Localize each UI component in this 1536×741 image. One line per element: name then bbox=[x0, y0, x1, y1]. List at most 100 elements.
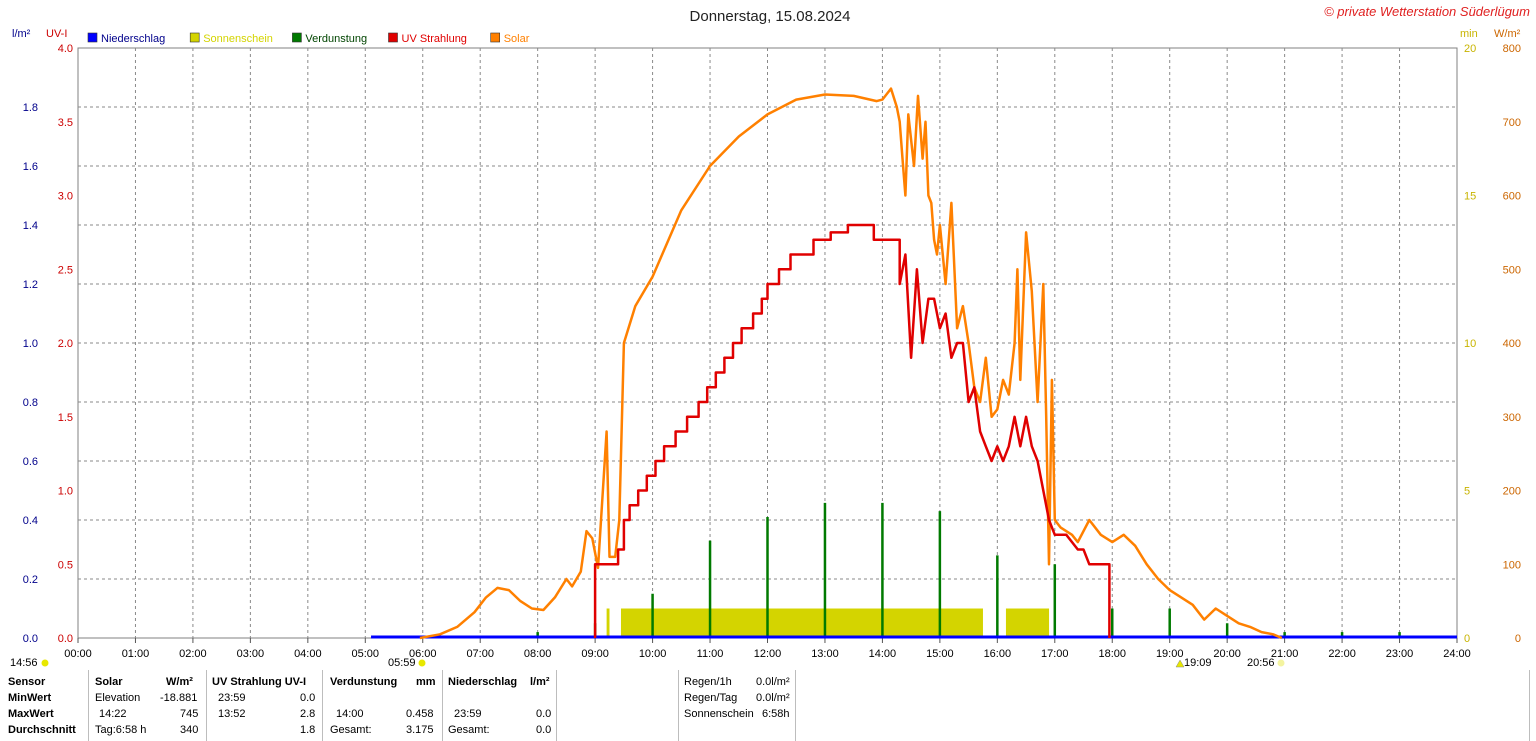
left2-tick-label: 1.5 bbox=[58, 412, 73, 424]
legend-label-uv: UV Strahlung bbox=[402, 33, 467, 45]
right1-tick-label: 20 bbox=[1464, 43, 1476, 55]
left1-tick-label: 0.8 bbox=[23, 397, 38, 409]
x-tick-label: 05:00 bbox=[352, 648, 380, 660]
x-tick-label: 17:00 bbox=[1041, 648, 1069, 660]
nied-total-label: Gesamt: bbox=[448, 724, 490, 736]
sunshine-bar bbox=[1005, 608, 1050, 638]
x-tick-label: 15:00 bbox=[926, 648, 954, 660]
uv-min-value: 0.0 bbox=[300, 692, 316, 704]
left2-tick-label: 0.5 bbox=[58, 559, 73, 571]
right2-tick-label: 0 bbox=[1515, 633, 1521, 645]
right1-unit: min bbox=[1460, 28, 1478, 40]
summary-sunshine-label: Sonnenschein bbox=[684, 708, 754, 720]
sunset-icon bbox=[1277, 659, 1285, 667]
left1-tick-label: 0.0 bbox=[23, 633, 38, 645]
weather-chart: Donnerstag, 15.08.2024 © private Wetters… bbox=[10, 4, 1530, 668]
right2-tick-label: 700 bbox=[1503, 117, 1521, 129]
x-tick-label: 12:00 bbox=[754, 648, 782, 660]
time-markers: 14:56 05:59 19:09 20:56 bbox=[10, 657, 1285, 668]
nied-unit: l/m² bbox=[530, 676, 550, 688]
x-tick-label: 00:00 bbox=[64, 648, 92, 660]
verd-header: Verdunstung bbox=[330, 676, 398, 688]
solar-header: Solar bbox=[95, 676, 123, 688]
x-tick-label: 18:00 bbox=[1098, 648, 1126, 660]
row-label-min: MinWert bbox=[8, 692, 52, 704]
x-tick-label: 04:00 bbox=[294, 648, 322, 660]
x-tick-label: 22:00 bbox=[1328, 648, 1356, 660]
sunshine-bar bbox=[606, 608, 610, 638]
legend-swatch-verdunstung bbox=[292, 32, 302, 43]
right1-tick-label: 5 bbox=[1464, 486, 1470, 498]
solar-max-value: 745 bbox=[180, 708, 199, 720]
right1-tick-label: 10 bbox=[1464, 338, 1476, 350]
solar-avg-time: Tag:6:58 h bbox=[95, 724, 147, 736]
row-label-sensor: Sensor bbox=[8, 676, 46, 688]
left1-tick-label: 0.6 bbox=[23, 456, 38, 468]
right1-tick-label: 15 bbox=[1464, 191, 1476, 203]
summary-rain-day-label: Regen/Tag bbox=[684, 692, 738, 704]
right2-tick-label: 400 bbox=[1503, 338, 1521, 350]
series-layer bbox=[371, 87, 1457, 640]
nied-max-value: 0.0 bbox=[536, 708, 552, 720]
left2-tick-label: 1.0 bbox=[58, 486, 73, 498]
x-tick-label: 16:00 bbox=[984, 648, 1012, 660]
nied-max-time: 23:59 bbox=[454, 708, 482, 720]
sunrise-icon bbox=[418, 659, 426, 667]
x-tick-label: 24:00 bbox=[1443, 648, 1471, 660]
left1-tick-label: 1.2 bbox=[23, 279, 38, 291]
sun-icon-left bbox=[41, 659, 49, 667]
x-tick-label: 01:00 bbox=[122, 648, 150, 660]
left1-tick-label: 1.4 bbox=[23, 220, 38, 232]
verd-total-value: 3.175 bbox=[406, 724, 434, 736]
copyright-text: © private Wetterstation Süderlügum bbox=[1324, 4, 1530, 19]
legend-swatch-solar bbox=[490, 32, 501, 43]
x-tick-label: 11:00 bbox=[697, 648, 724, 660]
left1-tick-label: 1.6 bbox=[23, 161, 38, 173]
legend-swatch-niederschlag bbox=[87, 32, 98, 43]
uv-max-time: 13:52 bbox=[218, 708, 246, 720]
left2-unit: UV-I bbox=[46, 28, 67, 40]
marker-uv-time: 19:09 bbox=[1184, 657, 1212, 668]
axis-ticks: 0.0 0.2 0.4 0.6 0.8 1.0 1.2 1.4 1.6 1.8 0.0 0.5 1.0 1… bbox=[23, 43, 1521, 660]
left1-tick-label: 1.0 bbox=[23, 338, 38, 350]
summary-rain-hour-value: 0.0l/m² bbox=[756, 676, 790, 688]
left2-tick-label: 4.0 bbox=[58, 43, 73, 55]
grid bbox=[77, 47, 1458, 639]
summary-rain-hour-label: Regen/1h bbox=[684, 676, 732, 688]
x-tick-label: 07:00 bbox=[466, 648, 494, 660]
right1-tick-label: 0 bbox=[1464, 633, 1470, 645]
solar-unit: W/m² bbox=[166, 676, 193, 688]
uv-line bbox=[593, 223, 1111, 638]
x-tick-label: 19:00 bbox=[1156, 648, 1184, 660]
uv-header: UV Strahlung UV-I bbox=[212, 676, 307, 688]
verd-max-value: 0.458 bbox=[406, 708, 434, 720]
right2-tick-label: 300 bbox=[1503, 412, 1521, 424]
legend-label-verdunstung: Verdunstung bbox=[305, 33, 367, 45]
moon-icon bbox=[1175, 659, 1185, 668]
right2-tick-label: 800 bbox=[1503, 43, 1521, 55]
left1-tick-label: 1.8 bbox=[23, 102, 38, 114]
x-tick-label: 14:00 bbox=[869, 648, 897, 660]
legend-label-sonnenschein: Sonnenschein bbox=[203, 33, 273, 45]
marker-left-time: 14:56 bbox=[10, 657, 38, 668]
x-tick-label: 13:00 bbox=[811, 648, 839, 660]
right2-tick-label: 600 bbox=[1503, 191, 1521, 203]
verd-total-label: Gesamt: bbox=[330, 724, 372, 736]
left2-tick-label: 3.0 bbox=[58, 191, 73, 203]
x-tick-label: 03:00 bbox=[237, 648, 265, 660]
legend-label-niederschlag: Niederschlag bbox=[101, 33, 165, 45]
chart-title: Donnerstag, 15.08.2024 bbox=[690, 8, 851, 25]
marker-sunrise: 05:59 bbox=[388, 657, 416, 668]
legend-label-solar: Solar bbox=[504, 33, 530, 45]
x-tick-label: 10:00 bbox=[639, 648, 667, 660]
left2-tick-label: 3.5 bbox=[58, 117, 73, 129]
row-label-avg: Durchschnitt bbox=[8, 724, 76, 736]
x-tick-label: 20:00 bbox=[1213, 648, 1241, 660]
x-tick-label: 21:00 bbox=[1271, 648, 1299, 660]
row-label-max: MaxWert bbox=[8, 708, 54, 720]
x-tick-label: 23:00 bbox=[1386, 648, 1414, 660]
uv-min-time: 23:59 bbox=[218, 692, 246, 704]
right2-tick-label: 200 bbox=[1503, 486, 1521, 498]
legend-swatch-uv bbox=[388, 32, 398, 43]
uv-max-value: 2.8 bbox=[300, 708, 316, 720]
